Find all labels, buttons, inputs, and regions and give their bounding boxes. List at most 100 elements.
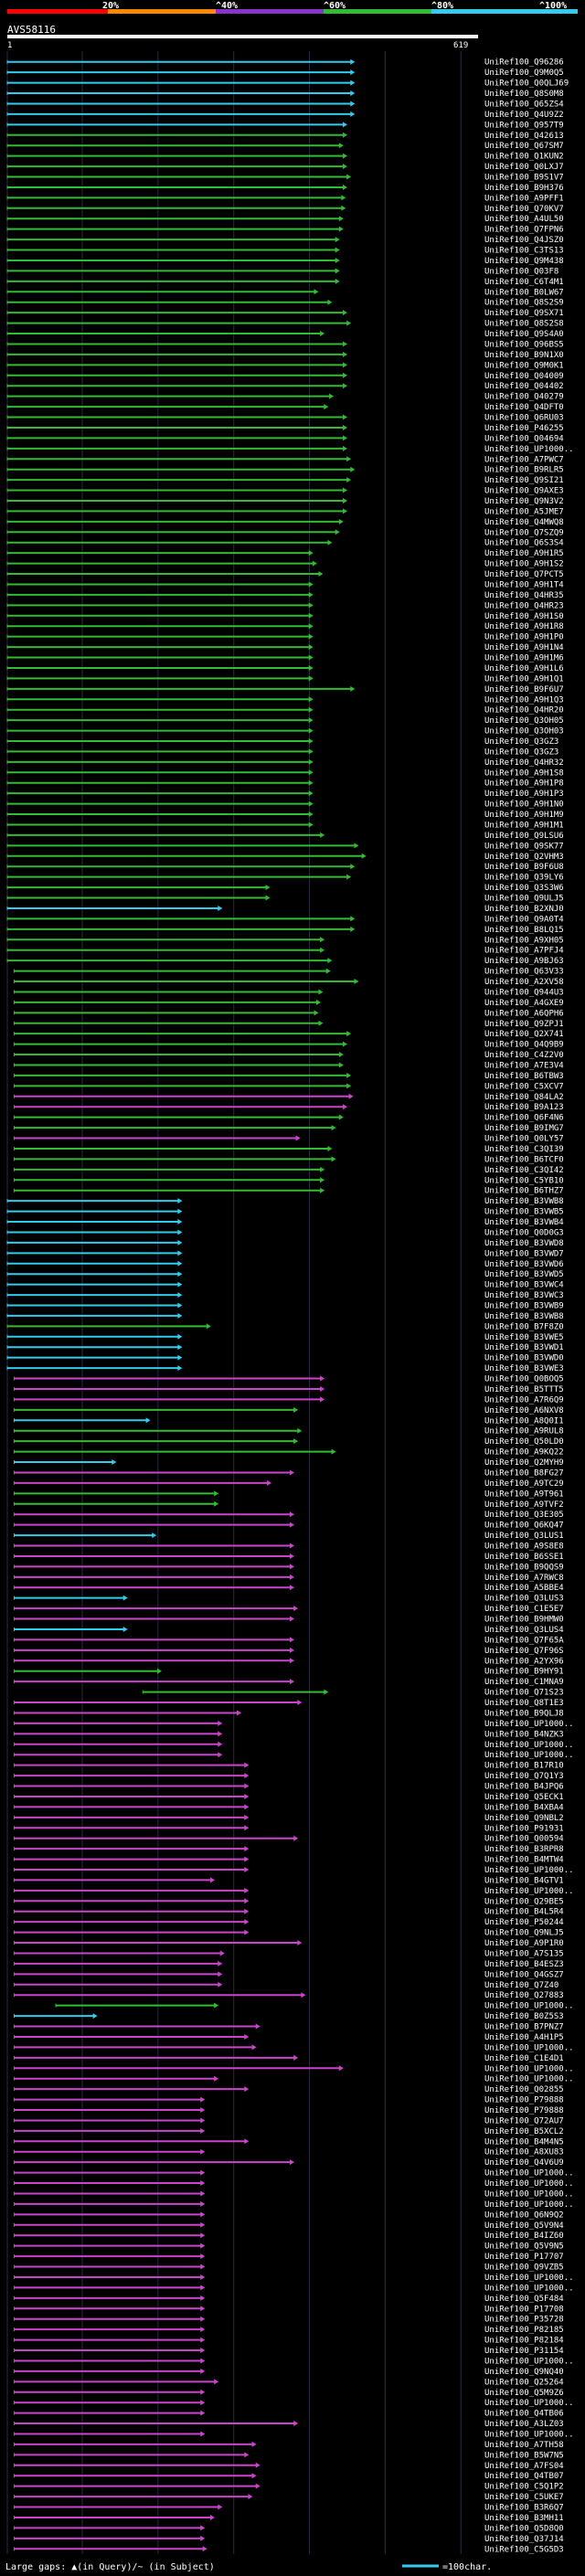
hit-label[interactable]: UniRef100_Q3E305 — [484, 1511, 564, 1520]
hit-label[interactable]: UniRef100_Q3LUS1 — [484, 1532, 564, 1541]
hit-row[interactable]: UniRef100_B17R10 — [13, 1762, 564, 1771]
hit-row[interactable]: UniRef100_Q4JSZ0 — [6, 236, 564, 245]
hit-row[interactable]: UniRef100_C3TS13 — [6, 247, 564, 256]
hit-row[interactable]: UniRef100_C1E5E7 — [13, 1605, 564, 1614]
hit-label[interactable]: UniRef100_Q4HR23 — [484, 601, 564, 610]
hit-row[interactable]: UniRef100_A9PFF1 — [6, 194, 564, 203]
hit-label[interactable]: UniRef100_Q3LUS4 — [484, 1626, 564, 1635]
hit-row[interactable]: UniRef100_A7PFJ4 — [6, 947, 564, 956]
hit-row[interactable]: UniRef100_Q3OH03 — [6, 727, 564, 737]
hit-label[interactable]: UniRef100_A9H1M6 — [484, 654, 564, 663]
hit-row[interactable]: UniRef100_B4XBA4 — [13, 1803, 564, 1812]
hit-label[interactable]: UniRef100_A9S8E8 — [484, 1542, 564, 1552]
hit-row[interactable]: UniRef100_P79888 — [13, 2096, 564, 2105]
hit-row[interactable]: UniRef100_B4JPQ6 — [13, 1783, 564, 1792]
hit-label[interactable]: UniRef100_A5BBE4 — [484, 1584, 564, 1593]
hit-row[interactable]: UniRef100_UP1000.. — [13, 2179, 574, 2189]
hit-row[interactable]: UniRef100_B0LW67 — [6, 288, 564, 297]
hit-row[interactable]: UniRef100_Q8S0M8 — [6, 90, 564, 99]
hit-row[interactable]: UniRef100_Q03F8 — [6, 267, 558, 276]
hit-label[interactable]: UniRef100_B3VWD0 — [484, 1354, 564, 1363]
hit-row[interactable]: UniRef100_B4L5R4 — [13, 1908, 564, 1917]
hit-label[interactable]: UniRef100_Q2MYH9 — [484, 1458, 564, 1468]
hit-label[interactable]: UniRef100_UP1000.. — [484, 2002, 574, 2011]
hit-label[interactable]: UniRef100_A9H1P0 — [484, 633, 564, 642]
hit-label[interactable]: UniRef100_Q25264 — [484, 2378, 564, 2387]
hit-label[interactable]: UniRef100_A9PFF1 — [484, 194, 564, 203]
hit-row[interactable]: UniRef100_Q1KUN2 — [6, 153, 564, 162]
hit-label[interactable]: UniRef100_Q9M438 — [484, 257, 564, 266]
hit-label[interactable]: UniRef100_Q50LD0 — [484, 1437, 564, 1447]
hit-label[interactable]: UniRef100_Q0LXJ7 — [484, 163, 564, 172]
hit-label[interactable]: UniRef100_Q04009 — [484, 372, 564, 381]
hit-row[interactable]: UniRef100_Q9M0K1 — [6, 361, 564, 370]
hit-label[interactable]: UniRef100_A8Q0I1 — [484, 1416, 564, 1426]
hit-row[interactable]: UniRef100_Q8S2S8 — [6, 320, 564, 329]
hit-label[interactable]: UniRef100_P17708 — [484, 2305, 564, 2314]
hit-row[interactable]: UniRef100_UP1000.. — [13, 2200, 574, 2210]
hit-label[interactable]: UniRef100_Q0D0G3 — [484, 1228, 564, 1237]
hit-row[interactable]: UniRef100_Q00594 — [13, 1835, 564, 1844]
hit-row[interactable]: UniRef100_A9H1Q3 — [6, 695, 564, 705]
hit-row[interactable]: UniRef100_A7PWC7 — [6, 455, 564, 464]
hit-row[interactable]: UniRef100_A4UL50 — [6, 215, 564, 224]
hit-row[interactable]: UniRef100_B9F6U8 — [6, 863, 564, 872]
hit-row[interactable]: UniRef100_Q7F96S — [13, 1647, 564, 1656]
hit-row[interactable]: UniRef100_C4Z2V0 — [13, 1051, 564, 1060]
hit-label[interactable]: UniRef100_Q1KUN2 — [484, 153, 564, 162]
hit-row[interactable]: UniRef100_Q3GZ3 — [6, 747, 558, 757]
hit-label[interactable]: UniRef100_B4MTW4 — [484, 1856, 564, 1865]
hit-row[interactable]: UniRef100_A9H1S0 — [6, 612, 564, 621]
hit-row[interactable]: UniRef100_Q39LY6 — [6, 874, 564, 883]
hit-row[interactable]: UniRef100_Q5M9Z6 — [13, 2389, 564, 2398]
hit-row[interactable]: UniRef100_B4M4N5 — [13, 2137, 564, 2147]
hit-label[interactable]: UniRef100_Q7Z40 — [484, 1981, 558, 1990]
hit-label[interactable]: UniRef100_Q5D8Q0 — [484, 2524, 564, 2533]
hit-row[interactable]: UniRef100_A6NXV8 — [13, 1406, 564, 1415]
hit-row[interactable]: UniRef100_Q9NLJ5 — [13, 1929, 564, 1938]
hit-label[interactable]: UniRef100_Q3OH05 — [484, 716, 564, 726]
hit-label[interactable]: UniRef100_Q70KV7 — [484, 205, 564, 214]
hit-label[interactable]: UniRef100_A7PFJ4 — [484, 947, 564, 956]
hit-label[interactable]: UniRef100_B6THZ7 — [484, 1187, 564, 1196]
hit-label[interactable]: UniRef100_Q4JSZ0 — [484, 236, 564, 245]
hit-label[interactable]: UniRef100_UP1000.. — [484, 2043, 574, 2052]
hit-row[interactable]: UniRef100_A9H1N0 — [6, 800, 564, 810]
hit-label[interactable]: UniRef100_Q9SX71 — [484, 309, 564, 318]
hit-row[interactable]: UniRef100_UP1000.. — [13, 2357, 574, 2366]
hit-label[interactable]: UniRef100_C1E5E7 — [484, 1605, 564, 1614]
hit-row[interactable]: UniRef100_B9HY91 — [13, 1668, 564, 1677]
hit-label[interactable]: UniRef100_A4GXE9 — [484, 999, 564, 1008]
hit-label[interactable]: UniRef100_A9H1Q3 — [484, 695, 564, 705]
hit-label[interactable]: UniRef100_B9H376 — [484, 184, 564, 193]
hit-label[interactable]: UniRef100_Q4DFT0 — [484, 403, 564, 412]
hit-label[interactable]: UniRef100_A9H1R5 — [484, 549, 564, 558]
hit-label[interactable]: UniRef100_P31154 — [484, 2347, 564, 2356]
hit-label[interactable]: UniRef100_C5XCV7 — [484, 1082, 564, 1091]
hit-label[interactable]: UniRef100_B3VWC4 — [484, 1281, 564, 1290]
hit-row[interactable]: UniRef100_Q9SX71 — [6, 309, 564, 318]
hit-label[interactable]: UniRef100_A9H1S0 — [484, 612, 564, 621]
hit-row[interactable]: UniRef100_Q7PCT5 — [6, 570, 564, 579]
hit-label[interactable]: UniRef100_P79888 — [484, 2106, 564, 2115]
hit-row[interactable]: UniRef100_A2XV58 — [13, 978, 564, 987]
hit-row[interactable]: UniRef100_B5TTT5 — [13, 1385, 564, 1394]
hit-row[interactable]: UniRef100_Q4HR20 — [6, 706, 564, 716]
hit-row[interactable]: UniRef100_Q7SZQ9 — [6, 528, 564, 537]
hit-label[interactable]: UniRef100_Q9SK77 — [484, 842, 564, 851]
hit-label[interactable]: UniRef100_B2XNJ0 — [484, 905, 564, 914]
hit-label[interactable]: UniRef100_B0LW67 — [484, 288, 564, 297]
hit-label[interactable]: UniRef100_Q42613 — [484, 132, 564, 141]
hit-label[interactable]: UniRef100_Q63V33 — [484, 968, 564, 977]
hit-row[interactable]: UniRef100_B3VWC4 — [6, 1281, 564, 1290]
hit-label[interactable]: UniRef100_C3TS13 — [484, 247, 564, 256]
hit-row[interactable]: UniRef100_Q0BOQ5 — [13, 1375, 564, 1384]
hit-row[interactable]: UniRef100_UP1000.. — [13, 2189, 574, 2199]
hit-row[interactable]: UniRef100_C6T4M1 — [6, 278, 564, 287]
hit-row[interactable]: UniRef100_B5XCL2 — [13, 2127, 564, 2136]
hit-row[interactable]: UniRef100_Q3LUS4 — [13, 1626, 564, 1635]
hit-label[interactable]: UniRef100_A7TH58 — [484, 2441, 564, 2450]
hit-label[interactable]: UniRef100_B3VWD6 — [484, 1260, 564, 1269]
hit-label[interactable]: UniRef100_A2XV58 — [484, 978, 564, 987]
hit-row[interactable]: UniRef100_UP1000.. — [6, 445, 574, 454]
